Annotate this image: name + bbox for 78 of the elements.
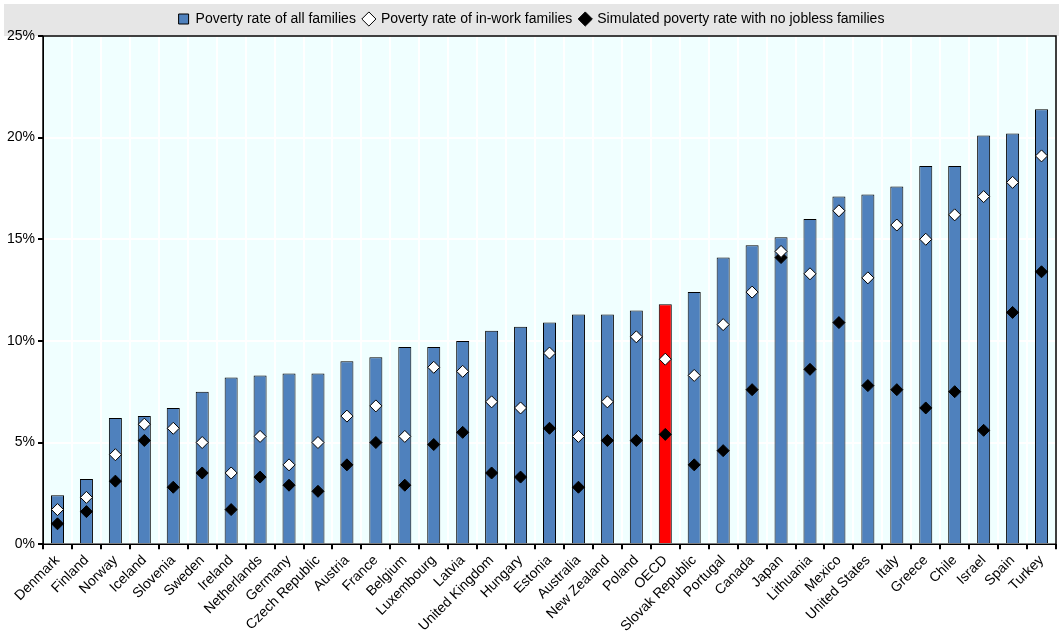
point <box>948 385 962 399</box>
point <box>803 362 817 376</box>
point <box>340 458 354 472</box>
point <box>861 379 875 393</box>
legend-label: Poverty rate of in-work families <box>380 9 573 26</box>
point <box>456 425 470 439</box>
point <box>774 244 788 258</box>
point <box>745 383 759 397</box>
y-tick-label: 20% <box>6 128 36 145</box>
y-tick-label: 0% <box>14 535 36 551</box>
point <box>485 395 499 409</box>
point <box>716 318 730 332</box>
point <box>543 346 557 360</box>
point <box>514 401 528 415</box>
point <box>658 427 672 441</box>
point <box>369 399 383 413</box>
point <box>571 480 585 494</box>
point <box>224 466 238 480</box>
point <box>50 503 64 517</box>
y-tick-label: 10% <box>6 331 36 348</box>
point <box>658 352 672 366</box>
y-tick-label: 25% <box>6 26 36 43</box>
point <box>485 466 499 480</box>
point <box>108 448 122 462</box>
point <box>282 458 296 472</box>
point <box>890 218 904 232</box>
point <box>108 474 122 488</box>
point <box>890 383 904 397</box>
point <box>79 490 93 504</box>
point <box>137 433 151 447</box>
point <box>195 466 209 480</box>
point <box>456 364 470 378</box>
point <box>629 433 643 447</box>
point <box>282 478 296 492</box>
point <box>166 480 180 494</box>
point <box>977 423 991 437</box>
point <box>1006 305 1020 319</box>
point <box>919 401 933 415</box>
point <box>832 316 846 330</box>
point <box>195 436 209 450</box>
point <box>571 429 585 443</box>
point <box>50 517 64 531</box>
y-tick-label: 15% <box>6 230 36 247</box>
point <box>79 505 93 519</box>
point <box>369 436 383 450</box>
point <box>861 271 875 285</box>
y-tick-label: 5% <box>14 433 36 450</box>
point <box>137 417 151 431</box>
point <box>803 267 817 281</box>
point <box>687 458 701 472</box>
point <box>948 208 962 222</box>
point <box>716 444 730 458</box>
point <box>1006 175 1020 189</box>
point <box>427 360 441 374</box>
point <box>629 330 643 344</box>
point <box>398 478 412 492</box>
point <box>1035 265 1049 279</box>
point <box>340 409 354 423</box>
point <box>253 429 267 443</box>
point <box>600 433 614 447</box>
point <box>253 470 267 484</box>
point <box>311 484 325 498</box>
point <box>543 421 557 435</box>
point <box>427 438 441 452</box>
point <box>745 285 759 299</box>
point <box>832 204 846 218</box>
point <box>166 421 180 435</box>
point <box>919 232 933 246</box>
point <box>1035 149 1049 163</box>
point <box>398 429 412 443</box>
legend-label: Poverty rate of all families <box>195 9 356 26</box>
point <box>977 190 991 204</box>
point <box>600 395 614 409</box>
point <box>514 470 528 484</box>
point <box>224 503 238 517</box>
legend-label: Simulated poverty rate with no jobless families <box>597 9 885 26</box>
point <box>687 368 701 382</box>
point <box>311 436 325 450</box>
